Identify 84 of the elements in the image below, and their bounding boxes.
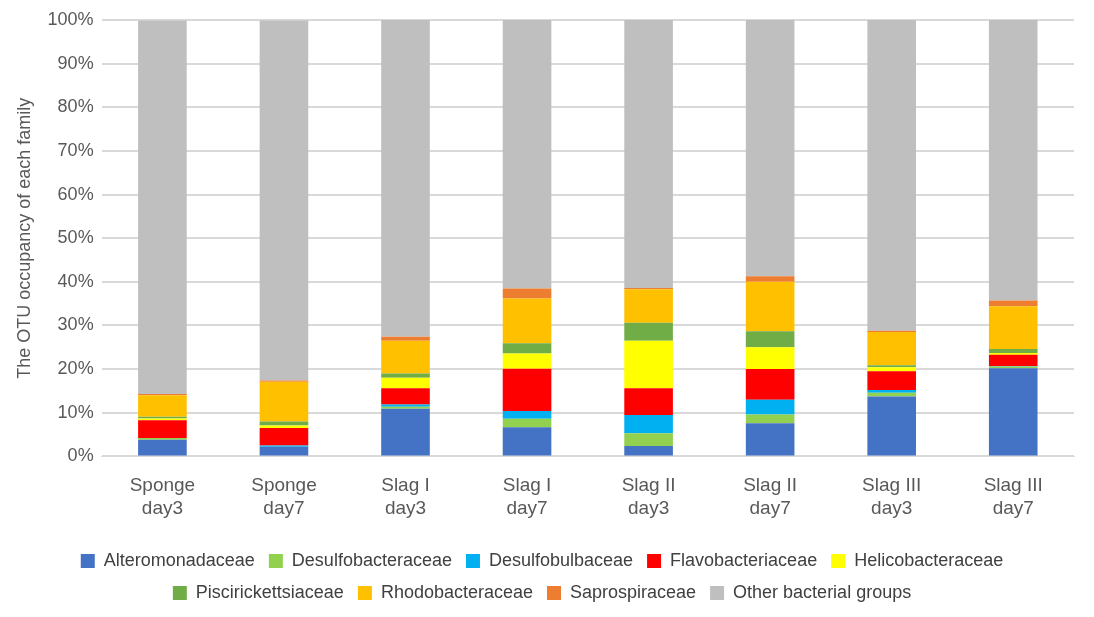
y-axis-title: The OTU occupancy of each family xyxy=(13,97,34,379)
bar xyxy=(867,390,916,393)
bar xyxy=(745,20,795,277)
bar xyxy=(745,281,795,332)
bar xyxy=(502,20,552,289)
bar xyxy=(259,20,309,381)
bar xyxy=(502,427,552,456)
legend-label: Helicobacteraceae xyxy=(854,549,1004,570)
bar xyxy=(624,388,673,415)
bar xyxy=(502,368,552,412)
bar xyxy=(381,373,430,378)
bar xyxy=(867,392,916,397)
bar xyxy=(867,371,916,391)
bar xyxy=(502,343,552,354)
bar xyxy=(624,433,673,446)
bar xyxy=(867,20,916,331)
bar xyxy=(502,353,552,369)
bar xyxy=(867,332,916,366)
y-tick-label: 0% xyxy=(67,445,94,466)
y-tick-label: 20% xyxy=(57,358,94,379)
bar xyxy=(138,395,187,417)
bar xyxy=(624,414,673,434)
bar xyxy=(867,396,916,456)
bar xyxy=(988,306,1038,350)
x-tick-label: Sponge day7 xyxy=(251,474,317,518)
bar xyxy=(624,445,673,456)
legend-label: Desulfobulbaceae xyxy=(488,549,634,570)
x-tick-label: Slag I day3 xyxy=(381,474,430,518)
bar xyxy=(381,408,430,456)
y-tick-label: 40% xyxy=(57,270,94,291)
y-tick-label: 10% xyxy=(57,401,94,422)
bar xyxy=(745,414,795,424)
bar xyxy=(381,336,430,341)
bar xyxy=(381,20,430,337)
legend-label: Flavobacteriaceae xyxy=(670,549,818,570)
legend-label: Desulfobacteraceae xyxy=(291,549,452,570)
bar xyxy=(624,340,673,389)
bar xyxy=(381,340,430,374)
bar xyxy=(502,288,552,299)
bar xyxy=(867,367,916,372)
bar xyxy=(138,420,187,439)
y-tick-label: 50% xyxy=(57,227,94,248)
legend-label: Other bacterial groups xyxy=(733,581,912,602)
y-tick-label: 80% xyxy=(57,96,94,117)
bar xyxy=(502,298,552,344)
bar xyxy=(502,411,552,419)
bar xyxy=(624,322,673,341)
x-tick-label: Sponge day3 xyxy=(129,474,196,518)
bar xyxy=(138,439,187,456)
bar xyxy=(138,20,187,394)
bar xyxy=(624,289,673,323)
x-tick-label: Slag III day7 xyxy=(983,474,1043,518)
bar xyxy=(259,428,309,446)
bar xyxy=(988,354,1038,367)
legend-label: Alteromonadaceae xyxy=(103,549,255,570)
bar xyxy=(745,331,795,348)
y-tick-label: 60% xyxy=(57,183,94,204)
bar xyxy=(745,399,795,415)
y-tick-label: 100% xyxy=(47,8,94,29)
bar xyxy=(502,418,552,428)
bar xyxy=(745,276,795,282)
bar xyxy=(988,368,1038,456)
bar xyxy=(745,369,795,400)
bar xyxy=(259,425,309,429)
bar xyxy=(988,20,1038,301)
y-tick-label: 30% xyxy=(57,314,94,335)
x-tick-label: Slag II day3 xyxy=(621,474,676,518)
x-tick-label: Slag II day7 xyxy=(743,474,798,518)
x-tick-label: Slag III day3 xyxy=(862,474,922,518)
y-tick-label: 70% xyxy=(57,139,94,160)
bar xyxy=(259,421,309,426)
y-tick-label: 90% xyxy=(57,52,94,73)
x-tick-label: Slag I day7 xyxy=(502,474,552,518)
legend-label: Saprospiraceae xyxy=(570,581,697,602)
bar xyxy=(381,388,430,405)
bar xyxy=(745,347,795,370)
bar xyxy=(624,20,673,288)
bar xyxy=(867,365,916,368)
bar xyxy=(381,377,430,389)
legend-label: Rhodobacteraceae xyxy=(380,581,534,602)
bar xyxy=(259,446,309,456)
legend-label: Piscirickettsiaceae xyxy=(195,581,344,602)
bar xyxy=(745,423,795,456)
bar xyxy=(259,381,309,422)
